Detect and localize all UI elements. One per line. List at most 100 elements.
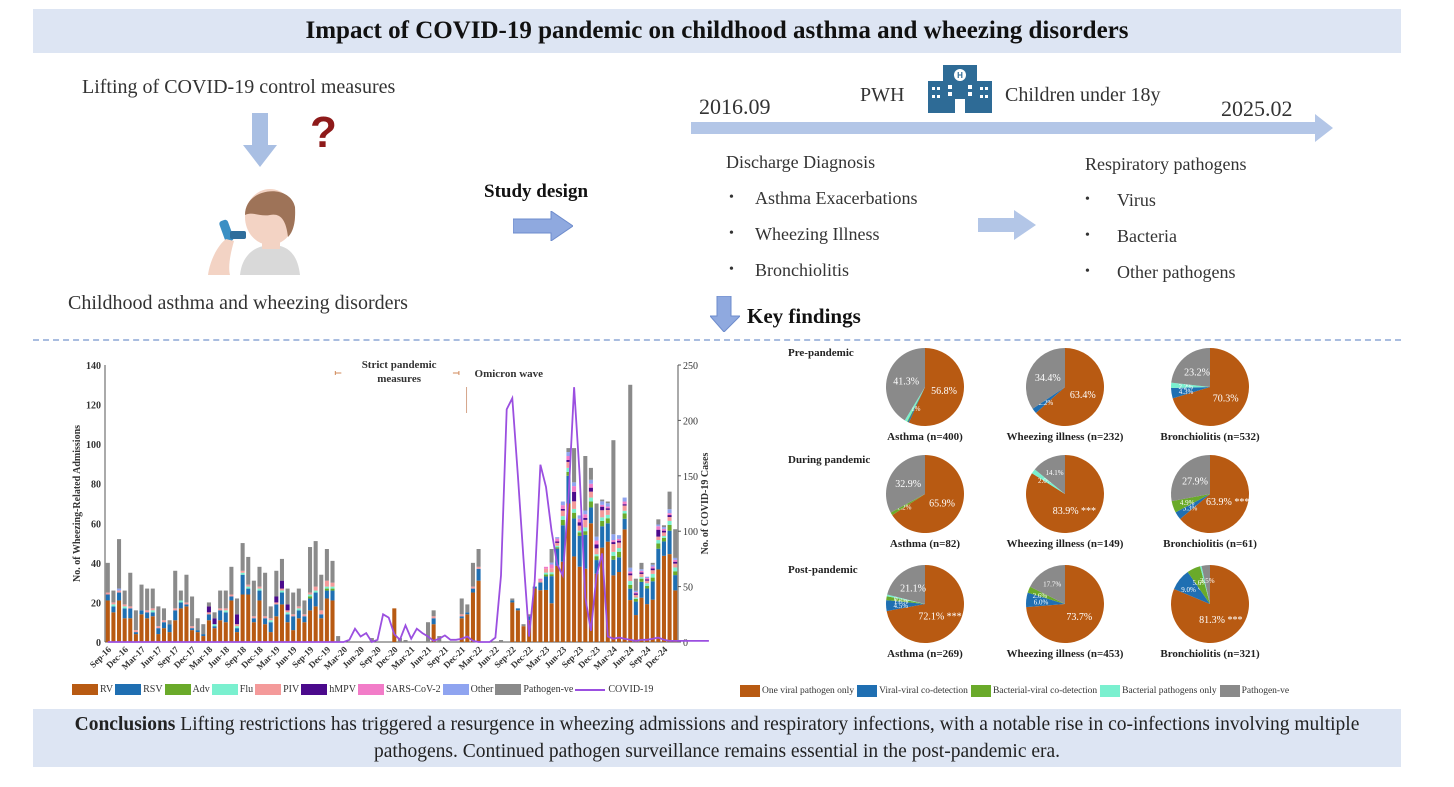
- bar-segment-pathogen-ve: [549, 549, 554, 563]
- bar-segment-piv: [156, 626, 161, 629]
- bar-segment-piv: [285, 610, 290, 613]
- pie-slice-label: 27.9%: [1182, 477, 1208, 488]
- bar-segment-rv: [122, 618, 127, 642]
- bar-segment-flu: [661, 536, 666, 538]
- bar-segment-adv: [616, 551, 622, 558]
- pie-slice: [1187, 566, 1210, 604]
- bar-segment-pathogen-ve: [190, 596, 195, 627]
- bar-segment-pathogen-ve: [263, 572, 268, 617]
- bar-segment-piv: [633, 594, 638, 598]
- pie-slice: [1200, 565, 1210, 604]
- bar-segment-pathogen-ve: [369, 638, 374, 642]
- bar-segment-pathogen-ve: [268, 606, 273, 619]
- pie-slice: [1172, 348, 1250, 426]
- legend-swatch: [575, 688, 606, 691]
- childhood-asthma-label: Childhood asthma and wheezing disorders: [68, 292, 408, 314]
- bar-segment-piv: [476, 566, 481, 569]
- bar-segment-rsv: [150, 612, 155, 617]
- bar-segment-flu: [605, 514, 610, 519]
- legend-swatch: [301, 684, 328, 695]
- bar-segment-rsv: [476, 568, 481, 581]
- bar-segment-hmpv: [560, 508, 565, 511]
- title-banner: Impact of COVID-19 pandemic on childhood…: [33, 9, 1401, 53]
- pie-slice: [1030, 565, 1065, 604]
- pathogen-item: • Other pathogens: [1085, 261, 1236, 282]
- pie-slice-label: 32.9%: [895, 479, 921, 490]
- bar-segment-adv: [628, 584, 633, 589]
- conclusion-banner: Conclusions Lifting restrictions has tri…: [33, 709, 1401, 767]
- bar-segment-piv: [291, 614, 296, 617]
- bar-segment-flu: [313, 590, 318, 593]
- bar-segment-rsv: [212, 626, 217, 629]
- bar-segment-flu: [122, 606, 127, 609]
- bar-segment-flu: [246, 586, 251, 589]
- bar-segment-piv: [594, 548, 599, 555]
- pie-slice: [1171, 348, 1210, 387]
- bar-segment-rv: [212, 628, 217, 642]
- legend-label: RV: [100, 684, 114, 695]
- bar-segment-rv: [431, 624, 436, 642]
- bar-segment-rsv: [616, 557, 622, 572]
- pie-slice-label: 73.7%: [1066, 612, 1092, 623]
- bar-segment-rsv: [319, 614, 324, 619]
- bar-segment-piv: [622, 505, 627, 511]
- bar-segment-pathogen-ve: [167, 620, 172, 625]
- bar-segment-rsv: [543, 576, 549, 590]
- bar-segment-hmpv: [605, 508, 610, 510]
- bar-segment-pathogen-ve: [600, 499, 605, 502]
- pie-slice-label: 1.2%: [897, 503, 912, 511]
- pie-chart: 73.7% 6.0%2.6% * 17.7%: [1026, 565, 1105, 643]
- bar-segment-other: [117, 588, 122, 591]
- bar-segment-flu: [622, 510, 627, 514]
- bar-segment-rv: [600, 547, 605, 642]
- legend-label: COVID-19: [608, 684, 654, 695]
- bar-segment-rsv: [161, 622, 167, 629]
- bar-segment-hmpv: [588, 487, 593, 492]
- bar-segment-flu: [111, 604, 116, 607]
- timeline-arrow: [691, 114, 1333, 142]
- bar-segment-rsv: [263, 618, 268, 625]
- legend-item: COVID-19: [575, 684, 653, 695]
- bar-segment-rsv: [122, 608, 127, 619]
- omicron-annotation: Omicron wave: [475, 368, 544, 380]
- bar-segment-sars-cov-2: [555, 538, 560, 542]
- pie-chart: 81.3% *** 9.0% *5.6%3.5%: [1171, 565, 1250, 643]
- bar-segment-hmpv: [274, 596, 279, 603]
- bar-segment-flu: [268, 620, 273, 623]
- legend-label: Bacterial pathogens only: [1122, 686, 1217, 696]
- bar-segment-other: [639, 569, 644, 571]
- y-tick-label: 80: [91, 480, 101, 491]
- bar-segment-sars-cov-2: [600, 504, 605, 507]
- bar-segment-piv: [650, 570, 655, 574]
- bar-segment-rv: [628, 600, 633, 642]
- bar-segment-piv: [111, 602, 116, 605]
- conclusion-text: Conclusions Lifting restrictions has tri…: [74, 714, 1360, 762]
- bar-segment-pathogen-ve: [319, 574, 324, 611]
- child-inhaler-icon: [208, 189, 300, 275]
- bar-segment-rv: [465, 614, 470, 642]
- legend-label: SARS-CoV-2: [385, 684, 441, 695]
- pie-slice: [887, 565, 925, 604]
- bar-segment-piv: [150, 608, 155, 611]
- pie-slice-label: 14.1%: [1046, 469, 1064, 477]
- bar-segment-rv: [622, 529, 627, 642]
- bar-segment-rsv: [291, 616, 296, 631]
- bar-segment-hmpv: [616, 540, 622, 543]
- bar-segment-rsv: [639, 581, 644, 598]
- bar-segment-flu: [285, 612, 290, 615]
- bar-segment-rv: [633, 615, 638, 642]
- bar-segment-hmpv: [600, 506, 605, 511]
- bar-segment-other: [633, 590, 638, 593]
- pie-caption: Asthma (n=400): [887, 431, 963, 443]
- bar-segment-rv: [218, 620, 223, 642]
- bar-segment-rsv: [628, 588, 633, 601]
- bar-segment-pathogen-ve: [178, 590, 183, 601]
- bar-segment-rv: [128, 618, 133, 642]
- bar-segment-rsv: [117, 592, 122, 601]
- pathogens-list: • Virus • Bacteria • Other pathogens: [1085, 182, 1235, 290]
- bar-segment-rsv: [645, 588, 650, 605]
- pie-slice: [1201, 565, 1210, 604]
- bar-segment-flu: [257, 588, 262, 591]
- bar-segment-pathogen-ve: [218, 590, 223, 609]
- bar-segment-rsv: [195, 630, 200, 633]
